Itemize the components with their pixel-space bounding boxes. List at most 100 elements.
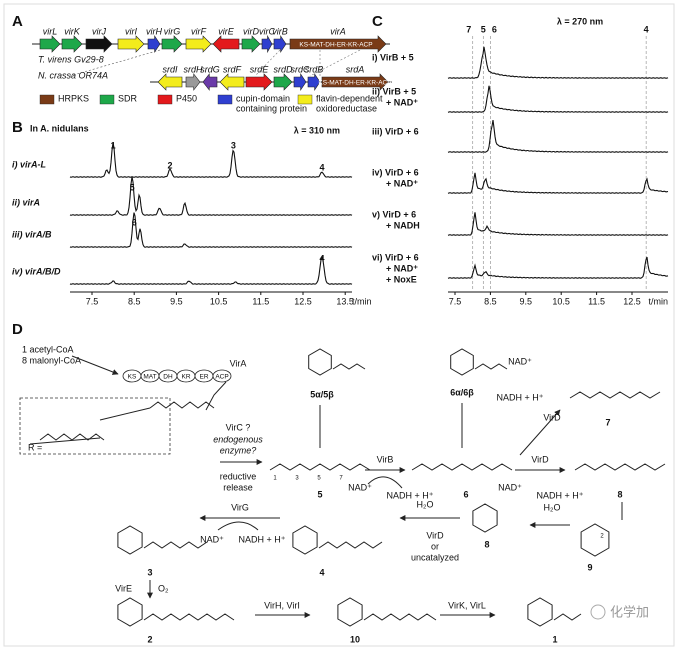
legend-swatch	[157, 94, 173, 105]
x-tick-label: 12.5	[623, 296, 641, 306]
enzyme-label: VirK, VirL	[448, 600, 486, 610]
peak-label: 4	[319, 162, 324, 172]
x-tick-label: 13.5	[336, 296, 354, 306]
gene-label: virA	[330, 26, 346, 36]
gene-arrow	[261, 34, 273, 54]
gene-arrow	[117, 35, 145, 53]
ring	[117, 525, 143, 555]
reaction-arrow	[71, 355, 119, 375]
r-group-box	[19, 397, 171, 455]
axis-label: t/min	[648, 296, 668, 306]
panel-label: C	[372, 13, 383, 30]
gene-arrow	[185, 73, 201, 91]
legend-label: SDR	[118, 93, 138, 103]
x-tick-label: 9.5	[520, 296, 533, 306]
chain	[553, 613, 582, 621]
gene-label: virF	[191, 26, 206, 36]
compound-number: 10	[350, 634, 360, 644]
ring	[117, 597, 143, 627]
cofactor: NAD⁺	[348, 482, 372, 492]
trace-label: iv) VirD + 6	[372, 167, 419, 177]
gene-label: virJ	[92, 26, 106, 36]
domain-label: DH	[163, 374, 173, 381]
reaction-arrow	[519, 409, 561, 456]
enzyme-label: VirC ?	[226, 422, 251, 432]
chain	[143, 613, 235, 621]
enzyme-label: VirB	[377, 454, 394, 464]
chain	[411, 463, 513, 471]
chain	[318, 541, 383, 549]
peak-label: 2	[168, 160, 173, 170]
legend-swatch	[297, 94, 313, 105]
ring	[337, 597, 363, 627]
ring	[450, 348, 474, 376]
atom-number: 3	[295, 476, 299, 482]
enzyme-label: enzyme?	[220, 445, 257, 455]
panel-label: B	[12, 119, 23, 136]
species: N. crassa OR74A	[38, 70, 108, 80]
chain	[574, 463, 666, 471]
pks-domain	[212, 369, 232, 383]
enzyme-label: VirD	[531, 454, 549, 464]
species: T. virens Gv29-8	[38, 54, 104, 64]
peak-label: 1	[111, 140, 116, 150]
gene-label: virK	[64, 26, 80, 36]
cofactor: NAD⁺	[508, 356, 532, 366]
trace-label: ii) VirB + 5	[372, 86, 416, 96]
peak-label: 5	[130, 182, 135, 192]
trace-label: + NoxE	[386, 274, 417, 284]
domain-label: ER	[199, 374, 208, 381]
x-tick-label: 10.5	[210, 296, 228, 306]
cofactor: NADH + H⁺	[386, 490, 433, 500]
x-tick-label: 9.5	[170, 296, 183, 306]
trace-label: + NADH	[386, 220, 420, 230]
gene-arrow	[85, 35, 113, 53]
gene-label: virG	[164, 26, 181, 36]
ring	[472, 503, 498, 533]
compound-number: 6α/6β	[450, 387, 474, 397]
ring	[527, 597, 553, 627]
cofactor: O₂	[158, 583, 169, 593]
chromatogram-trace	[69, 212, 353, 248]
trace-label: + NAD⁺	[386, 263, 418, 273]
gene-label: srdE	[250, 64, 270, 74]
chromatogram-trace	[447, 120, 669, 153]
gene-label: srdC	[290, 64, 310, 74]
compound-number: 8	[617, 489, 622, 499]
enzyme-label: VirH, VirI	[264, 600, 300, 610]
bond	[29, 437, 101, 445]
chain	[269, 463, 371, 471]
gene-label: virI	[125, 26, 137, 36]
x-tick-label: 11.5	[252, 296, 269, 306]
bond	[367, 476, 403, 489]
gene-label: srdH	[183, 64, 203, 74]
compound-number: 4	[319, 567, 324, 577]
trace-label: + NAD⁺	[386, 97, 418, 107]
cofactor: NADH + H⁺	[238, 534, 285, 544]
gene-arrow	[219, 73, 245, 91]
gene-label: srdG	[200, 64, 220, 74]
enzyme-label: VirA	[230, 358, 247, 368]
gene-arrow	[307, 73, 321, 91]
domain-text: KS-MAT-DH-ER-KR-ACP	[318, 80, 391, 87]
enzyme-label: uncatalyzed	[411, 552, 459, 562]
domain-label: KS	[128, 374, 137, 381]
gene-arrow	[147, 35, 161, 53]
legend-label: containing protein	[236, 103, 307, 113]
domain-label: ACP	[215, 374, 228, 381]
compound-number: 1	[552, 634, 557, 644]
chain	[332, 363, 366, 370]
domain-label: MAT	[143, 374, 156, 381]
legend-swatch	[99, 94, 115, 105]
legend-swatch	[39, 94, 55, 105]
enzyme-label: endogenous	[213, 434, 263, 444]
x-tick-label: 7.5	[86, 296, 99, 306]
x-tick-label: 7.5	[449, 296, 462, 306]
ring	[580, 523, 610, 557]
chromatogram-trace	[447, 256, 669, 279]
bond	[99, 407, 151, 421]
starter-label: 1 acetyl-CoA	[22, 344, 74, 354]
frame	[3, 3, 675, 647]
peak-label: 6	[492, 24, 497, 34]
trace-label: iii) VirD + 6	[372, 126, 419, 136]
